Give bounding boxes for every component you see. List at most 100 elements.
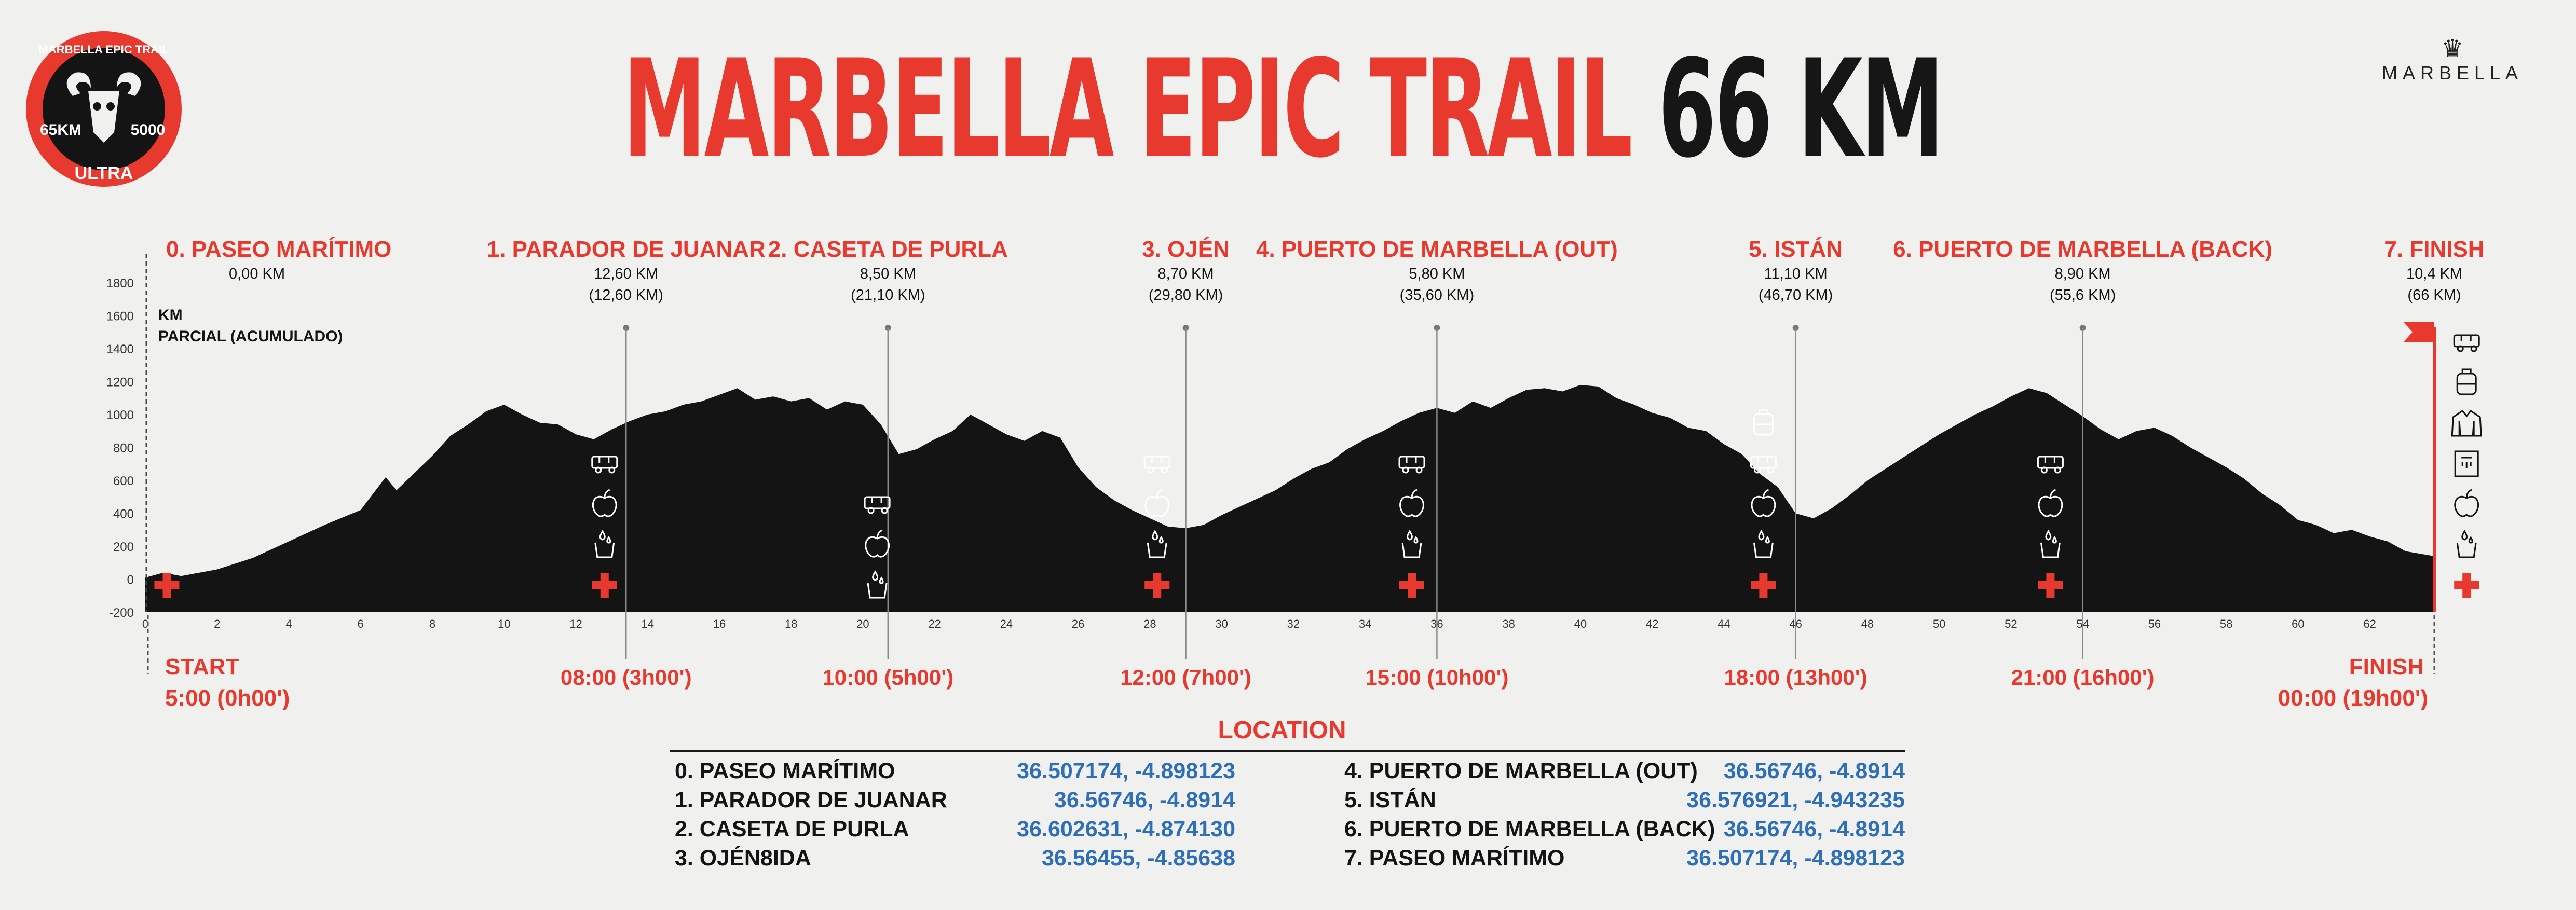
location-name: 7. PASEO MARÍTIMO <box>1344 846 1565 871</box>
y-tick-label: 1200 <box>106 376 134 390</box>
cutoff-time: 21:00 (16h00') <box>2011 665 2155 690</box>
location-name: 4. PUERTO DE MARBELLA (OUT) <box>1344 759 1698 783</box>
x-tick-label: 20 <box>856 617 869 630</box>
cutoff-time: 10:00 (5h00') <box>822 665 953 690</box>
x-tick-label: 26 <box>1072 617 1084 630</box>
water-icon <box>594 530 615 558</box>
x-tick-label: 34 <box>1359 617 1371 630</box>
crown-icon: ♛ <box>2441 35 2464 63</box>
location-title: LOCATION <box>1218 716 1346 744</box>
location-row: 3. OJÉN8IDA 36.56455, -4.85638 <box>675 846 1235 875</box>
location-row: 6. PUERTO DE MARBELLA (BACK) 36.56746, -4… <box>1344 817 1905 846</box>
checkpoint-name: 5. ISTÁN <box>1749 236 1843 262</box>
first-aid-icon <box>592 573 617 598</box>
apple-icon <box>1751 489 1776 517</box>
checkpoint-partial: 8,70 KM <box>1158 266 1214 282</box>
location-coordinates: 36.56746, -4.8914 <box>1054 788 1235 812</box>
x-tick-label: 48 <box>1861 617 1874 630</box>
location-divider <box>670 750 1905 752</box>
svg-text:ULTRA: ULTRA <box>75 163 133 183</box>
checkpoint-cumulative: (35,60 KM) <box>1400 287 1474 304</box>
location-coordinates: 36.507174, -4.898123 <box>1017 759 1235 783</box>
x-tick-label: 38 <box>1502 617 1515 630</box>
location-coordinates: 36.56746, -4.8914 <box>1723 817 1905 842</box>
van-icon <box>2453 334 2480 352</box>
svg-text:5000: 5000 <box>131 121 166 139</box>
checkpoint-cumulative: (55,6 KM) <box>2050 287 2116 304</box>
location-coordinates: 36.602631, -4.874130 <box>1017 817 1235 842</box>
apple-icon <box>1144 489 1170 517</box>
apple-icon <box>2038 489 2063 517</box>
x-tick-label: 50 <box>1933 617 1945 630</box>
y-tick-label: 600 <box>113 474 134 488</box>
apple-icon <box>592 489 617 517</box>
x-tick-label: 32 <box>1287 617 1300 630</box>
cutoff-time: 18:00 (13h00') <box>1724 665 1868 690</box>
x-tick-label: 16 <box>713 617 726 630</box>
location-row: 4. PUERTO DE MARBELLA (OUT) 36.56746, -4.… <box>1344 759 1905 788</box>
checkpoint-partial: 0,00 KM <box>229 266 285 282</box>
water-icon <box>2456 530 2477 558</box>
title-distance: 66 KM <box>1658 31 1944 188</box>
location-name: 6. PUERTO DE MARBELLA (BACK) <box>1344 817 1715 842</box>
y-tick-label: 800 <box>113 442 134 456</box>
page-title: MARBELLA EPIC TRAIL 66 KM <box>623 31 1944 188</box>
x-tick-label: 52 <box>2005 617 2017 630</box>
y-tick-label: 1600 <box>106 310 134 324</box>
elevation-area <box>145 384 2434 612</box>
checkpoint-partial: 5,80 KM <box>1409 266 1465 282</box>
location-name: 1. PARADOR DE JUANAR <box>675 788 947 812</box>
checkpoint-partial: 11,10 KM <box>1764 266 1828 282</box>
location-row: 2. CASETA DE PURLA 36.602631, -4.874130 <box>675 817 1235 846</box>
apple-icon <box>2454 489 2479 517</box>
first-aid-icon <box>2038 573 2063 598</box>
cutoff-time: 08:00 (3h00') <box>561 665 692 690</box>
shower-icon <box>2454 450 2479 477</box>
first-aid-icon <box>2454 573 2479 598</box>
x-tick-label: 44 <box>1718 617 1730 630</box>
location-name: 2. CASETA DE PURLA <box>675 817 909 842</box>
location-row: 5. ISTÁN 36.576921, -4.943235 <box>1344 788 1905 817</box>
water-icon <box>867 570 888 599</box>
checkpoint-cumulative: (29,80 KM) <box>1149 287 1223 304</box>
location-name: 3. OJÉN8IDA <box>675 846 811 871</box>
x-tick-label: 0 <box>142 617 148 630</box>
checkpoint-cumulative: (46,70 KM) <box>1759 287 1833 304</box>
y-tick-label: 1400 <box>106 342 134 356</box>
x-tick-label: 58 <box>2220 617 2232 630</box>
cutoff-time: 00:00 (19h00') <box>2278 685 2428 711</box>
x-tick-label: 22 <box>928 617 941 630</box>
legend-partial: PARCIAL (ACUMULADO) <box>158 328 343 345</box>
start-label: START <box>165 654 240 680</box>
finish-flag-icon <box>2403 322 2434 342</box>
x-tick-label: 56 <box>2148 617 2161 630</box>
van-icon <box>1398 456 1425 474</box>
x-tick-label: 4 <box>285 617 292 630</box>
svg-text:65KM: 65KM <box>40 121 81 139</box>
x-tick-label: 6 <box>358 617 364 630</box>
apple-icon <box>865 529 890 558</box>
checkpoint-name: 3. OJÉN <box>1142 236 1230 262</box>
cutoff-time: 5:00 (0h00') <box>165 685 290 711</box>
first-aid-icon <box>1399 573 1425 598</box>
svg-text:MARBELLA EPIC TRAIL: MARBELLA EPIC TRAIL <box>39 43 169 56</box>
location-list-left: 0. PASEO MARÍTIMO 36.507174, -4.898123 1. … <box>675 759 1235 875</box>
x-tick-label: 40 <box>1574 617 1587 630</box>
x-tick-label: 60 <box>2292 617 2304 630</box>
legend-km: KM <box>158 307 183 324</box>
race-badge-logo: MARBELLA EPIC TRAIL 65KM 5000 ULTRA <box>26 31 182 187</box>
location-coordinates: 36.576921, -4.943235 <box>1686 788 1905 812</box>
y-tick-label: 400 <box>113 507 134 521</box>
location-row: 0. PASEO MARÍTIMO 36.507174, -4.898123 <box>675 759 1235 788</box>
jacket-icon <box>2451 409 2482 437</box>
y-tick-label: 200 <box>113 540 134 554</box>
location-name: 0. PASEO MARÍTIMO <box>675 759 895 783</box>
location-list-right: 4. PUERTO DE MARBELLA (OUT) 36.56746, -4.… <box>1344 759 1905 875</box>
marbella-logo: ♛ MARBELLA <box>2367 36 2538 99</box>
checkpoint-partial: 8,90 KM <box>2055 266 2111 282</box>
x-tick-label: 10 <box>498 617 510 630</box>
checkpoint-name: 1. PARADOR DE JUANAR <box>487 237 766 262</box>
checkpoint-partial: 8,50 KM <box>860 266 916 282</box>
bag-icon <box>2456 368 2477 395</box>
